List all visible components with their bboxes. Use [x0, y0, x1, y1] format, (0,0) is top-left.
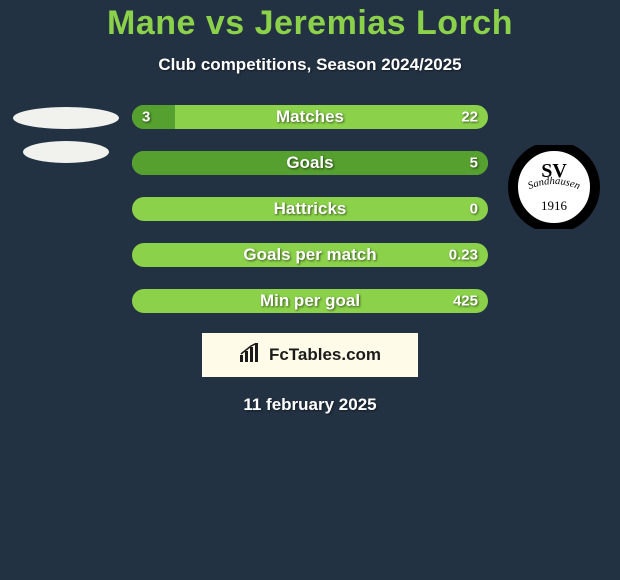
svg-text:1916: 1916	[541, 198, 568, 213]
stat-bar: Goals5	[132, 151, 488, 175]
brand-text: FcTables.com	[269, 345, 381, 365]
stat-bar-right-value: 22	[461, 109, 478, 126]
sv-sandhausen-badge-icon: SVSandhausen1916	[504, 145, 604, 229]
right-club-badge: SVSandhausen1916	[504, 145, 604, 229]
main-row: Matches3 22 Goals5 Hattricks0 Goals per matc…	[0, 105, 620, 313]
stat-bar-right-value: 425	[453, 293, 478, 310]
left-club-badge	[16, 161, 116, 245]
stat-bar-right-value: 5	[470, 155, 478, 172]
stat-bar: Matches3 22	[132, 105, 488, 129]
stat-bar-label: Goals	[132, 151, 488, 175]
stat-bar: Hattricks0	[132, 197, 488, 221]
brand-box: FcTables.com	[202, 333, 418, 377]
stat-bars: Matches3 22 Goals5 Hattricks0 Goals per matc…	[126, 105, 494, 313]
chart-icon	[239, 343, 263, 368]
stat-bar-label: Hattricks	[132, 197, 488, 221]
right-player-slot	[504, 107, 604, 131]
content-root: Mane vs Jeremias Lorch Club competitions…	[0, 0, 620, 580]
stat-bar: Min per goal425	[132, 289, 488, 313]
stat-bar-label: Min per goal	[132, 289, 488, 313]
silhouette-body	[23, 141, 109, 163]
left-side	[6, 105, 126, 245]
stat-bar-right-value: 0	[470, 201, 478, 218]
date-text: 11 february 2025	[0, 395, 620, 415]
player-silhouette-icon	[13, 107, 119, 147]
stat-bar-label: Matches	[132, 105, 488, 129]
stat-bar-left-value: 3	[142, 109, 150, 126]
stat-bar-right-value: 0.23	[449, 247, 478, 264]
silhouette-head	[13, 107, 119, 129]
right-side: SVSandhausen1916	[494, 105, 614, 229]
stat-bar: Goals per match0.23	[132, 243, 488, 267]
stat-bar-label: Goals per match	[132, 243, 488, 267]
page-subtitle: Club competitions, Season 2024/2025	[0, 55, 620, 75]
page-title: Mane vs Jeremias Lorch	[0, 0, 620, 43]
